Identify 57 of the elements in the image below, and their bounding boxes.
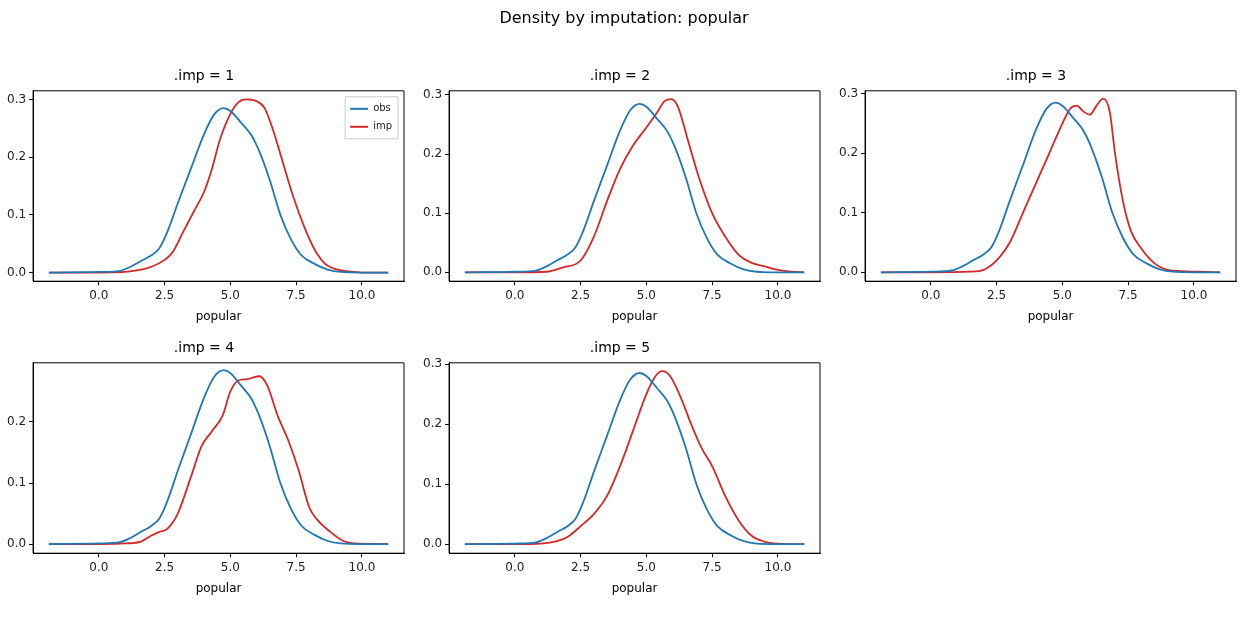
y-tick-label: 0.0 <box>838 264 859 279</box>
x-axis-title: popular <box>611 580 658 595</box>
x-tick-label: 0.0 <box>505 287 525 302</box>
x-tick-label: 7.5 <box>286 287 306 302</box>
x-tick-label: 5.0 <box>220 287 240 302</box>
chart-title: .imp = 3 <box>1005 67 1067 84</box>
y-tick-label: 0.2 <box>422 146 443 161</box>
x-tick-label: 10.0 <box>348 287 376 302</box>
y-tick-label: 0.0 <box>422 536 443 551</box>
y-tick-label: 0.0 <box>6 536 27 551</box>
y-tick-label: 0.1 <box>422 205 443 220</box>
x-tick-label: 0.0 <box>89 559 109 574</box>
legend-label: imp <box>373 120 393 132</box>
x-tick-label: 7.5 <box>702 287 722 302</box>
y-tick-label: 0.0 <box>6 264 27 279</box>
y-tick-label: 0.3 <box>6 91 27 106</box>
legend-label: obs <box>373 102 391 114</box>
x-tick-label: 5.0 <box>636 287 656 302</box>
x-tick-label: 0.0 <box>921 287 941 302</box>
x-axis-title: popular <box>195 580 242 595</box>
x-tick-label: 2.5 <box>571 287 591 302</box>
x-tick-label: 5.0 <box>220 559 240 574</box>
y-tick-label: 0.1 <box>838 204 859 219</box>
y-tick-label: 0.3 <box>422 356 443 371</box>
text: Density by imputation: popular <box>498 8 750 27</box>
x-tick-label: 7.5 <box>1118 287 1138 302</box>
x-axis-title: popular <box>611 308 658 323</box>
x-tick-label: 2.5 <box>155 287 175 302</box>
x-tick-label: 10.0 <box>1180 287 1208 302</box>
y-tick-label: 0.2 <box>6 414 27 429</box>
x-tick-label: 7.5 <box>702 559 722 574</box>
y-tick-label: 0.2 <box>6 149 27 164</box>
chart-title: .imp = 2 <box>589 67 651 84</box>
x-tick-label: 0.0 <box>89 287 109 302</box>
x-tick-label: 7.5 <box>286 559 306 574</box>
x-axis-title: popular <box>195 308 242 323</box>
chart-title: .imp = 4 <box>173 339 235 356</box>
y-tick-label: 0.1 <box>6 206 27 221</box>
x-tick-label: 5.0 <box>636 559 656 574</box>
y-tick-label: 0.0 <box>422 264 443 279</box>
chart-title: .imp = 5 <box>589 339 651 356</box>
x-tick-label: 2.5 <box>987 287 1007 302</box>
x-tick-label: 2.5 <box>155 559 175 574</box>
x-tick-label: 2.5 <box>571 559 591 574</box>
y-tick-label: 0.2 <box>422 416 443 431</box>
x-tick-label: 0.0 <box>505 559 525 574</box>
chart-title: .imp = 1 <box>173 67 235 84</box>
x-tick-label: 10.0 <box>764 287 792 302</box>
x-tick-label: 10.0 <box>348 559 376 574</box>
x-tick-label: 5.0 <box>1052 287 1072 302</box>
y-tick-label: 0.1 <box>422 476 443 491</box>
x-axis-title: popular <box>1027 308 1074 323</box>
x-tick-label: 10.0 <box>764 559 792 574</box>
y-tick-label: 0.3 <box>422 87 443 102</box>
y-tick-label: 0.3 <box>838 85 859 100</box>
y-tick-label: 0.2 <box>838 145 859 160</box>
y-tick-label: 0.1 <box>6 475 27 490</box>
